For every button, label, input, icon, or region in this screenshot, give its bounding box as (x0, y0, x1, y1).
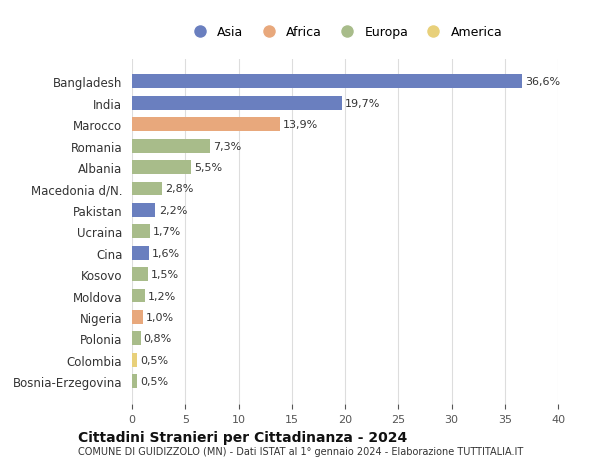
Text: 13,9%: 13,9% (283, 120, 319, 130)
Text: 2,2%: 2,2% (158, 206, 187, 215)
Bar (132, 161, 191, 175)
Text: 1,6%: 1,6% (152, 248, 181, 258)
Text: 1,7%: 1,7% (154, 227, 182, 237)
Bar (132, 353, 137, 367)
Text: 36,6%: 36,6% (525, 77, 560, 87)
Text: 19,7%: 19,7% (345, 99, 380, 109)
Text: Cittadini Stranieri per Cittadinanza - 2024: Cittadini Stranieri per Cittadinanza - 2… (78, 430, 407, 444)
Text: 0,5%: 0,5% (140, 355, 169, 365)
Bar (132, 140, 210, 153)
Bar (132, 375, 137, 388)
Text: COMUNE DI GUIDIZZOLO (MN) - Dati ISTAT al 1° gennaio 2024 - Elaborazione TUTTITA: COMUNE DI GUIDIZZOLO (MN) - Dati ISTAT a… (78, 447, 523, 456)
Text: 7,3%: 7,3% (213, 141, 241, 151)
Bar (132, 289, 145, 303)
Bar (132, 118, 280, 132)
Text: 1,0%: 1,0% (146, 312, 174, 322)
Text: 2,8%: 2,8% (165, 184, 193, 194)
Bar (132, 268, 148, 281)
Text: 1,2%: 1,2% (148, 291, 176, 301)
Bar (132, 203, 155, 218)
Bar (132, 246, 149, 260)
Text: 0,5%: 0,5% (140, 376, 169, 386)
Text: 1,5%: 1,5% (151, 269, 179, 280)
Bar (132, 332, 140, 346)
Bar (132, 75, 522, 89)
Bar (132, 310, 143, 324)
Text: 5,5%: 5,5% (194, 163, 222, 173)
Bar (132, 225, 150, 239)
Text: 0,8%: 0,8% (144, 334, 172, 344)
Legend: Asia, Africa, Europa, America: Asia, Africa, Europa, America (182, 21, 508, 44)
Bar (132, 182, 162, 196)
Bar (132, 97, 342, 111)
